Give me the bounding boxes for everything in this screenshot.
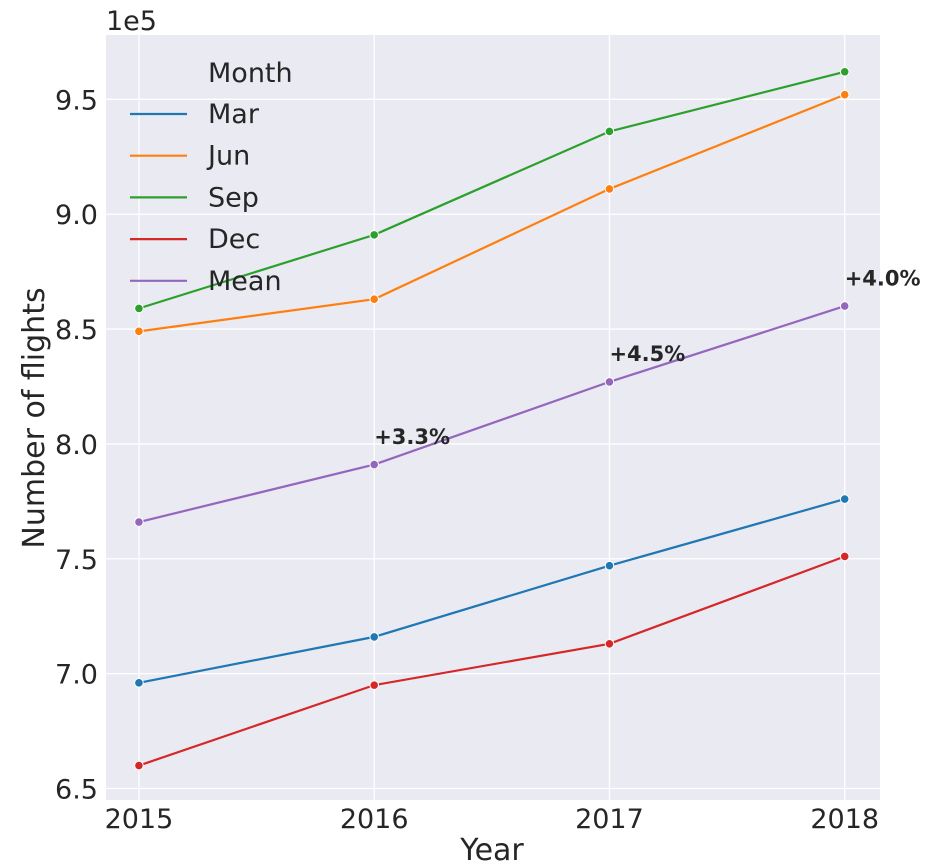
data-point [604,560,615,571]
y-tick-label: 7.5 [55,545,98,576]
data-point [369,294,379,304]
legend-label-mean: Mean [208,266,282,297]
annotation-label: +3.3% [374,425,450,449]
x-tick-label: 2018 [810,804,879,835]
data-point [604,377,615,387]
series-line-sep [138,70,845,310]
series-mean [134,301,850,527]
data-point [839,301,850,311]
data-point [134,678,144,688]
data-point [604,184,615,194]
data-point [369,680,379,690]
y-tick-label: 7.0 [55,660,98,691]
data-point [134,326,144,337]
x-axis-title: Year [459,833,524,865]
data-point [369,459,379,470]
x-tick-labels: 2015 2016 2017 2018 [105,804,879,835]
y-tick-labels: 6.5 7.0 7.5 8.0 8.5 9.0 9.5 [55,85,98,805]
legend-title: Month [208,58,293,89]
y-axis-title: Number of flights [17,287,52,548]
legend-label-sep: Sep [208,182,259,213]
annotation-label: +4.5% [609,342,685,366]
annotation-label: +4.0% [845,266,921,290]
data-point [839,66,850,77]
data-point [839,551,850,562]
x-tick-label: 2016 [340,804,409,835]
data-point [604,126,615,137]
series-mar [134,494,850,688]
data-point [839,89,850,100]
x-tick-label: 2017 [575,804,644,835]
series-layer [134,66,850,771]
series-line-dec [138,555,846,767]
series-jun [134,89,850,337]
y-scale-label: 1e5 [106,6,157,37]
y-tick-label: 9.5 [55,85,98,116]
series-line-mean [138,305,846,524]
data-point [839,494,850,504]
data-point [369,230,379,240]
plot-area [106,35,880,800]
data-point [134,517,144,527]
series-sep [134,66,850,314]
y-tick-label: 6.5 [55,775,98,806]
legend-label-mar: Mar [208,99,260,130]
data-point [604,638,615,649]
data-point [134,303,144,314]
y-tick-label: 9.0 [55,200,98,231]
annotations: +3.3% +4.5% +4.0% [374,266,920,449]
legend-label-jun: Jun [206,141,250,172]
series-line-jun [138,93,846,333]
series-dec [134,551,850,771]
y-tick-label: 8.0 [55,430,98,461]
x-tick-label: 2015 [105,804,174,835]
data-point [369,632,379,642]
grid-lines [106,35,880,800]
data-point [134,760,144,771]
legend: Month Mar Jun Sep Dec Mean [130,58,293,297]
y-tick-label: 8.5 [55,315,98,346]
series-line-mar [138,497,846,684]
legend-label-dec: Dec [208,224,260,255]
